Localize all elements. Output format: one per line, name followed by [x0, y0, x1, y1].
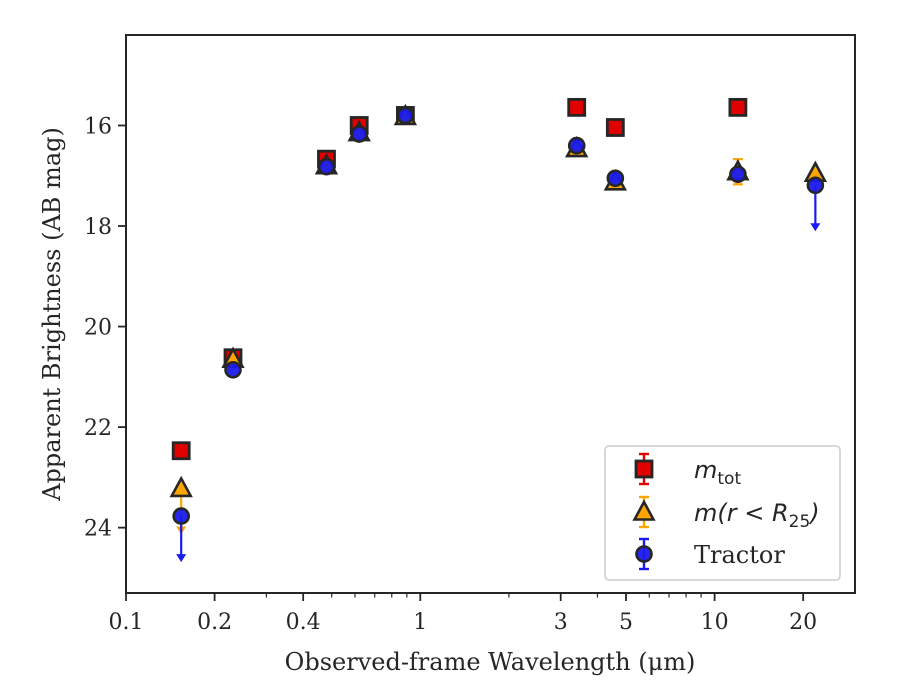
upper-limit-arrow-tractor-head	[810, 223, 821, 232]
x-tick-label: 3	[554, 610, 568, 635]
legend-symbol-mtot	[634, 459, 654, 479]
x-tick-label: 0.4	[286, 610, 321, 635]
data-point-tractor	[396, 106, 415, 125]
data-point-tractor	[317, 157, 336, 176]
data-point-tractor	[729, 165, 747, 184]
legend-symbol-mr	[632, 499, 656, 521]
y-tick-label: 20	[84, 316, 112, 341]
legend-mr-pre: m(r < R	[694, 499, 789, 527]
upper-limit-arrow-tractor-head	[176, 554, 187, 563]
legend: mtot m(r < R25) Tractor	[604, 445, 841, 581]
y-tick-label: 22	[84, 416, 112, 441]
data-point-tractor	[606, 169, 625, 188]
legend-marker-tractor	[635, 537, 653, 571]
x-tick-label: 20	[789, 610, 817, 635]
data-point-tractor	[567, 136, 586, 155]
legend-label-tractor: Tractor	[694, 541, 785, 569]
legend-marker-mtot	[634, 452, 654, 486]
legend-label-mr: m(r < R25)	[694, 499, 820, 532]
x-axis-label: Observed-frame Wavelength (μm)	[285, 648, 696, 676]
legend-frame	[604, 445, 841, 581]
data-point-mtot	[171, 441, 191, 461]
y-tick-label: 16	[84, 114, 112, 139]
x-tick-label: 5	[619, 610, 633, 635]
legend-mr-post: )	[808, 499, 819, 527]
data-point-tractor	[172, 507, 190, 525]
x-tick-label: 1	[413, 610, 427, 635]
data-point-mtot	[728, 97, 748, 117]
x-tick-label: 0.1	[109, 610, 144, 635]
data-point-tractor	[350, 125, 368, 143]
x-tick-label: 0.2	[197, 610, 232, 635]
x-tick-label: 10	[701, 610, 729, 635]
y-tick-label: 24	[84, 517, 112, 542]
plot-frame	[125, 34, 856, 594]
data-marks	[169, 97, 828, 563]
legend-symbol-tractor	[635, 545, 653, 563]
axis-ticks: 0.1 0.2 0.4 1 3 5 10 20 16 18 20 22 24	[84, 114, 817, 635]
legend-mr-sub: 25	[789, 512, 811, 532]
legend-mtot-base: m	[694, 456, 717, 484]
data-point-mr	[169, 475, 193, 498]
data-point-tractor	[224, 360, 242, 379]
y-axis-label: Apparent Brightness (AB mag)	[38, 127, 66, 502]
series-tractor	[172, 106, 825, 563]
data-point-mtot	[605, 118, 625, 137]
legend-marker-mr	[632, 495, 656, 529]
data-point-tractor	[806, 176, 825, 195]
legend-mtot-sub: tot	[717, 469, 741, 489]
legend-markers	[632, 452, 656, 571]
legend-label-mtot: mtot	[694, 456, 741, 489]
y-tick-label: 18	[84, 215, 112, 240]
data-point-mtot	[567, 97, 587, 117]
